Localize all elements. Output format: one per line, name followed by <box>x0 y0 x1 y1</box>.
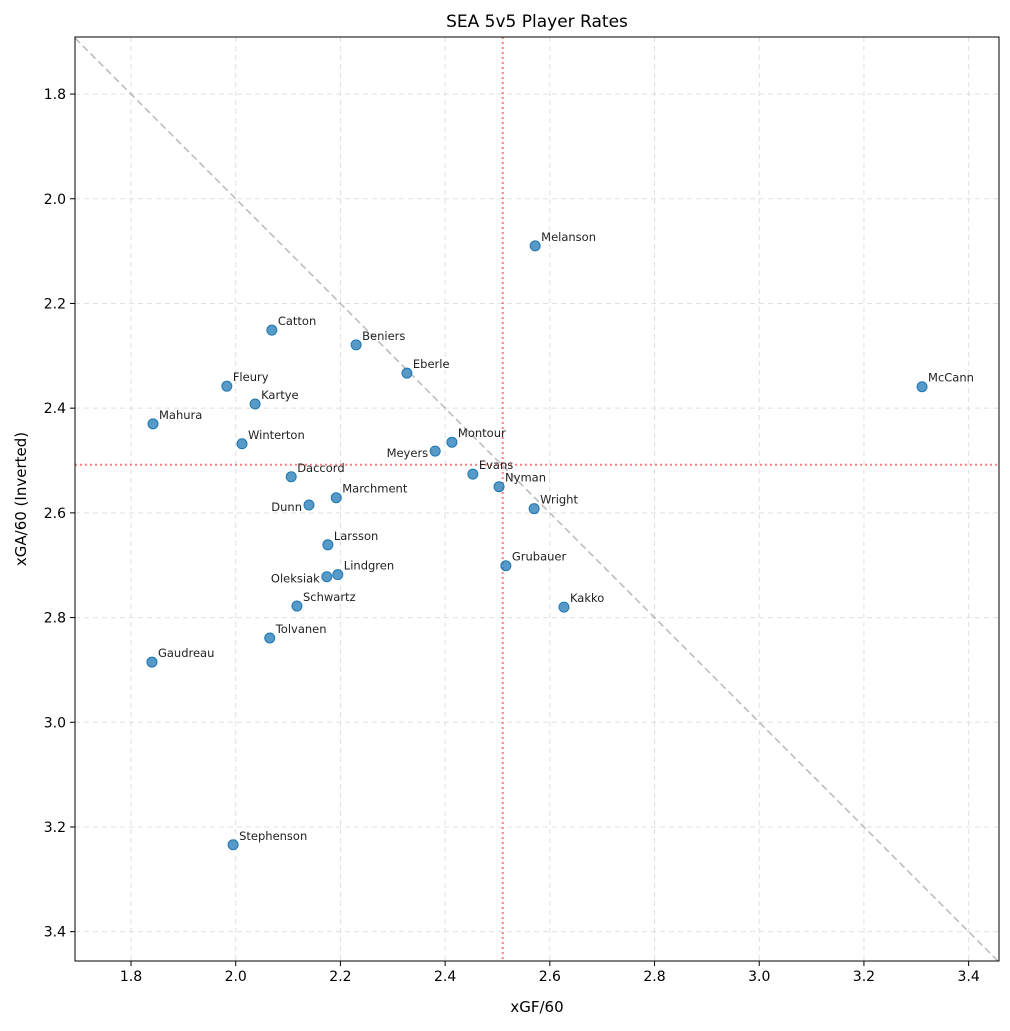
point-label: Mahura <box>159 408 202 422</box>
data-point <box>264 632 276 644</box>
data-point <box>221 380 233 392</box>
data-point <box>330 492 342 504</box>
data-point <box>303 499 315 511</box>
x-tick-label: 3.4 <box>958 969 980 985</box>
point-label: Fleury <box>233 370 269 384</box>
data-point <box>558 601 570 613</box>
data-point <box>321 571 333 583</box>
y-tick-label: 1.8 <box>44 87 66 103</box>
point-label: Wright <box>540 493 578 507</box>
chart-title: SEA 5v5 Player Rates <box>446 12 628 32</box>
y-axis-label: xGA/60 (Inverted) <box>12 432 30 566</box>
data-point <box>285 471 297 483</box>
point-label: Marchment <box>342 482 408 496</box>
data-point <box>227 839 239 851</box>
plot-area: 1.8 2.0 2.2 2.4 2.6 2.8 3.0 3.2 3.4 1.8 2.0 2.2 2.4 2… <box>44 36 1000 985</box>
data-point <box>266 324 278 336</box>
point-label: Kakko <box>570 591 604 605</box>
x-tick-label: 2.4 <box>434 969 456 985</box>
data-point <box>291 600 303 612</box>
data-point <box>467 468 479 480</box>
y-tick-label: 2.0 <box>44 192 66 208</box>
x-tick-label: 2.6 <box>539 969 561 985</box>
y-tick-label: 2.6 <box>44 506 66 522</box>
diagonal-reference-line <box>74 37 999 962</box>
point-label: Lindgren <box>344 559 394 573</box>
point-label: Daccord <box>297 461 344 475</box>
point-label: Kartye <box>261 388 299 402</box>
plot-frame <box>74 36 1000 962</box>
point-label: Melanson <box>541 230 596 244</box>
data-point <box>332 569 344 581</box>
x-tick-label: 2.8 <box>643 969 665 985</box>
y-tick-label: 3.0 <box>44 715 66 731</box>
point-label: Evans <box>479 458 513 472</box>
y-tick-label: 3.4 <box>44 925 66 941</box>
x-tick-label: 3.2 <box>853 969 875 985</box>
data-point <box>350 339 362 351</box>
x-tick-label: 2.2 <box>329 969 351 985</box>
point-label: Winterton <box>248 428 305 442</box>
data-point <box>249 398 261 410</box>
point-label: Montour <box>458 426 506 440</box>
data-point <box>529 240 541 252</box>
point-label: Tolvanen <box>275 622 327 636</box>
y-tick-label: 2.4 <box>44 401 66 417</box>
x-axis-label: xGF/60 <box>510 998 563 1016</box>
data-point <box>147 418 159 430</box>
data-point <box>322 539 334 551</box>
point-label: Meyers <box>387 446 429 460</box>
data-point <box>528 503 540 515</box>
point-label: Stephenson <box>239 829 307 843</box>
y-tick-label: 3.2 <box>44 820 66 836</box>
point-label: Catton <box>278 314 316 328</box>
point-label: Nyman <box>505 471 546 485</box>
point-label: Eberle <box>413 357 450 371</box>
point-label: Beniers <box>362 329 405 343</box>
data-point <box>146 656 158 668</box>
data-point <box>429 445 441 457</box>
data-point <box>500 560 512 572</box>
x-tick-label: 2.0 <box>225 969 247 985</box>
data-point <box>401 367 413 379</box>
point-label: Oleksiak <box>271 572 320 586</box>
y-tick-label: 2.8 <box>44 611 66 627</box>
x-tick-label: 1.8 <box>120 969 142 985</box>
data-point <box>916 381 928 393</box>
data-point <box>493 481 505 493</box>
point-label: McCann <box>928 371 974 385</box>
data-point <box>236 438 248 450</box>
x-tick-label: 3.0 <box>748 969 770 985</box>
point-label: Gaudreau <box>158 646 214 660</box>
y-tick-label: 2.2 <box>44 296 66 312</box>
point-label: Dunn <box>271 500 302 514</box>
point-label: Grubauer <box>512 550 567 564</box>
point-label: Larsson <box>334 529 379 543</box>
point-label: Schwartz <box>303 590 356 604</box>
data-point <box>446 436 458 448</box>
